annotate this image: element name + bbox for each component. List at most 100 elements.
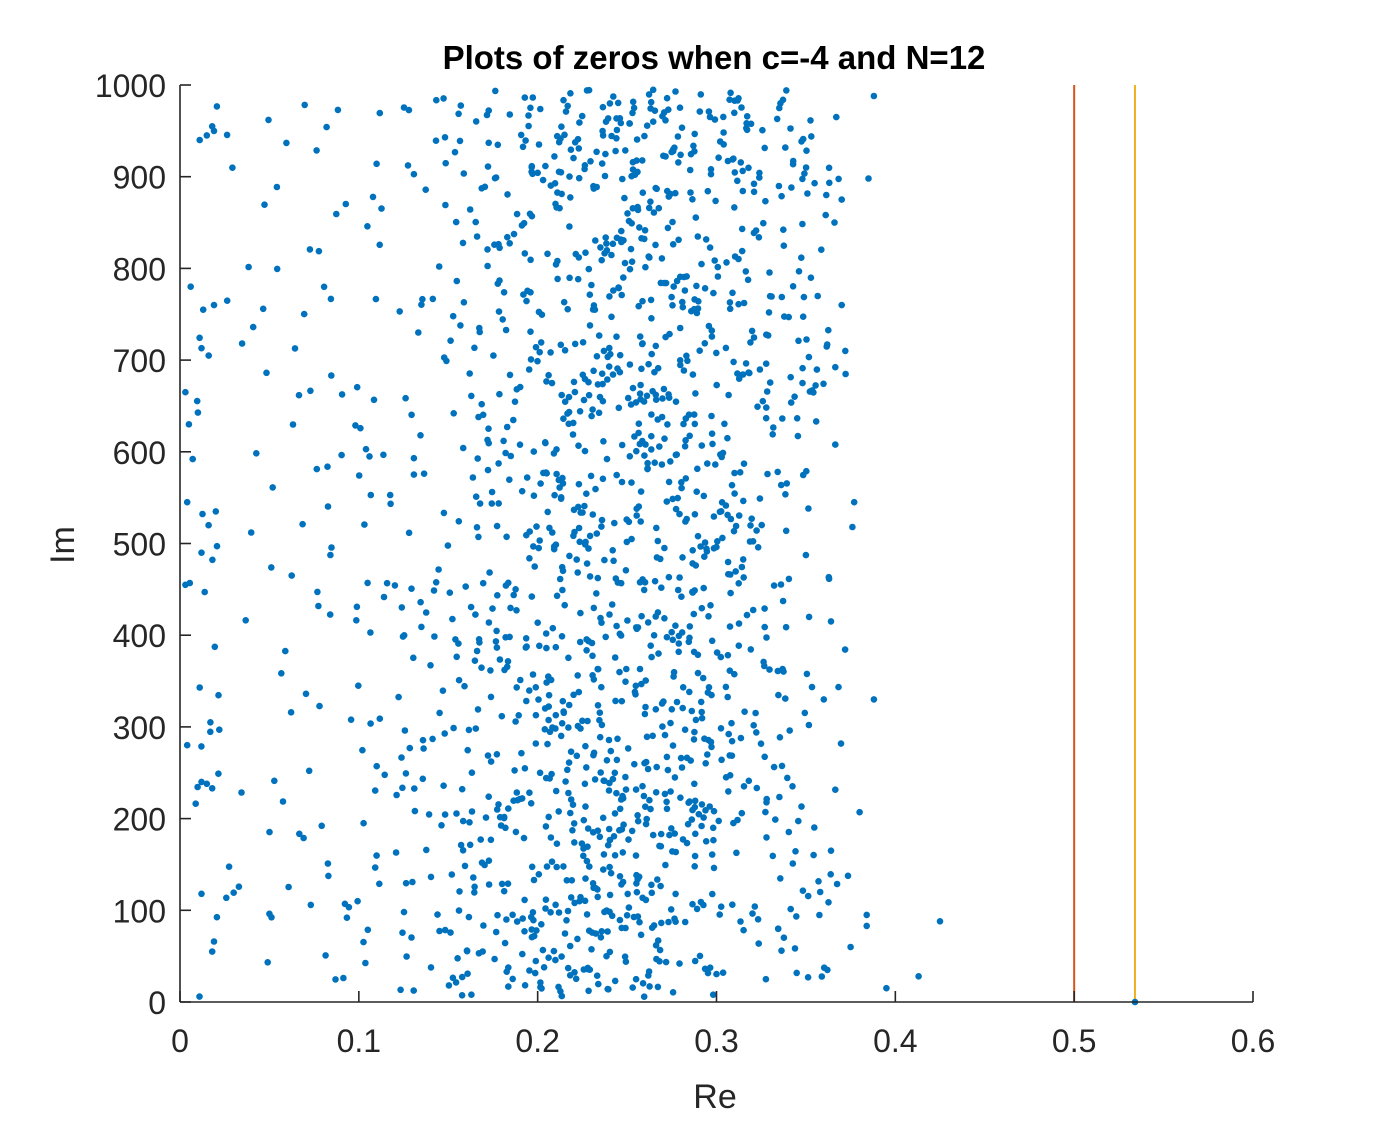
data-point-266: [400, 104, 408, 111]
data-point-81: [691, 957, 699, 965]
data-point-1175: [291, 345, 299, 352]
data-point-494: [613, 622, 620, 630]
data-point-838: [515, 712, 522, 719]
data-point-741: [823, 191, 830, 199]
data-point-1638: [758, 521, 765, 529]
data-point-1400: [495, 308, 503, 315]
data-point-1607: [665, 573, 673, 581]
data-point-1286: [487, 667, 494, 674]
data-point-1011: [629, 984, 636, 991]
data-point-307: [726, 623, 734, 630]
data-point-283: [357, 424, 364, 432]
data-point-582: [694, 532, 702, 540]
data-point-699: [509, 975, 516, 983]
data-point-522: [672, 88, 679, 95]
data-point-177: [458, 992, 466, 999]
data-point-375: [553, 470, 560, 478]
data-point-871: [369, 193, 377, 201]
data-point-277: [566, 552, 573, 560]
data-point-645: [266, 828, 273, 836]
data-point-1702: [443, 357, 450, 365]
data-point-1041: [622, 147, 629, 154]
data-point-356: [403, 953, 410, 960]
data-point-1016: [600, 438, 607, 445]
data-point-1140: [686, 166, 694, 174]
data-point-1392: [544, 740, 551, 748]
data-point-1110: [692, 716, 700, 724]
data-point-1673: [629, 109, 636, 117]
data-point-1155: [605, 825, 613, 833]
data-point-1274: [727, 515, 735, 523]
data-point-1745: [675, 236, 682, 244]
data-point-17: [212, 508, 220, 515]
data-point-1394: [623, 912, 631, 919]
data-point-1130: [710, 807, 718, 815]
data-point-1094: [313, 465, 321, 473]
data-point-1248: [782, 623, 790, 631]
data-point-1698: [643, 815, 650, 823]
data-point-1315: [775, 182, 783, 190]
data-point-856: [506, 240, 513, 247]
data-point-122: [755, 940, 762, 947]
data-point-1604: [378, 205, 385, 212]
data-point-396: [399, 633, 407, 640]
data-point-820: [811, 824, 818, 831]
data-point-1632: [692, 830, 699, 838]
data-point-1391: [649, 86, 657, 94]
data-point-874: [706, 964, 714, 971]
data-point-1359: [705, 684, 713, 691]
data-point-1221: [648, 653, 655, 661]
data-point-964: [484, 262, 491, 270]
data-point-1049: [780, 934, 788, 941]
data-point-1570: [610, 833, 618, 840]
data-point-416: [320, 283, 328, 291]
data-point-1373: [629, 205, 637, 212]
x-tick-label-4: 0.4: [873, 1023, 917, 1059]
data-point-718: [750, 229, 758, 237]
data-point-843: [654, 609, 662, 616]
data-point-1680: [697, 543, 704, 550]
data-point-1415: [616, 351, 624, 359]
data-point-1116: [564, 907, 572, 915]
axes: 0 0.1 0.2 0.3 0.4 0.5 0.6010020030040050060070…: [95, 68, 1275, 1059]
data-point-707: [707, 170, 715, 178]
data-point-649: [759, 126, 766, 134]
data-point-976: [520, 291, 527, 298]
data-point-1008: [472, 725, 480, 732]
data-point-1408: [691, 130, 698, 138]
data-point-346: [432, 579, 440, 586]
data-point-1015: [812, 418, 820, 425]
data-point-819: [589, 672, 596, 679]
data-point-1414: [832, 786, 839, 793]
data-point-1162: [594, 893, 601, 901]
data-point-59: [525, 112, 532, 119]
data-point-186: [598, 370, 606, 378]
data-point-169: [639, 297, 646, 305]
data-point-1741: [473, 233, 481, 240]
data-point-1734: [818, 246, 825, 253]
data-point-1060: [505, 579, 512, 587]
data-point-218: [613, 789, 620, 797]
data-point-717: [583, 911, 591, 918]
data-point-571: [638, 365, 645, 373]
data-point-1311: [759, 397, 767, 405]
data-point-1320: [626, 453, 634, 460]
data-point-28: [915, 973, 922, 980]
data-point-832: [776, 734, 784, 741]
data-point-512: [636, 390, 644, 398]
data-point-430: [708, 691, 715, 699]
data-point-1505: [704, 751, 711, 758]
data-point-1344: [435, 566, 442, 573]
data-point-659: [560, 415, 567, 423]
data-point-1322: [498, 712, 506, 720]
data-point-510: [223, 894, 230, 902]
data-point-180: [367, 629, 374, 636]
data-point-1215: [738, 225, 746, 233]
data-point-1693: [383, 579, 391, 587]
data-point-529: [589, 511, 597, 518]
data-point-1475: [628, 479, 635, 486]
data-point-184: [753, 729, 760, 736]
data-point-1297: [542, 439, 549, 447]
data-point-1533: [766, 292, 774, 300]
data-point-1499: [547, 676, 555, 684]
